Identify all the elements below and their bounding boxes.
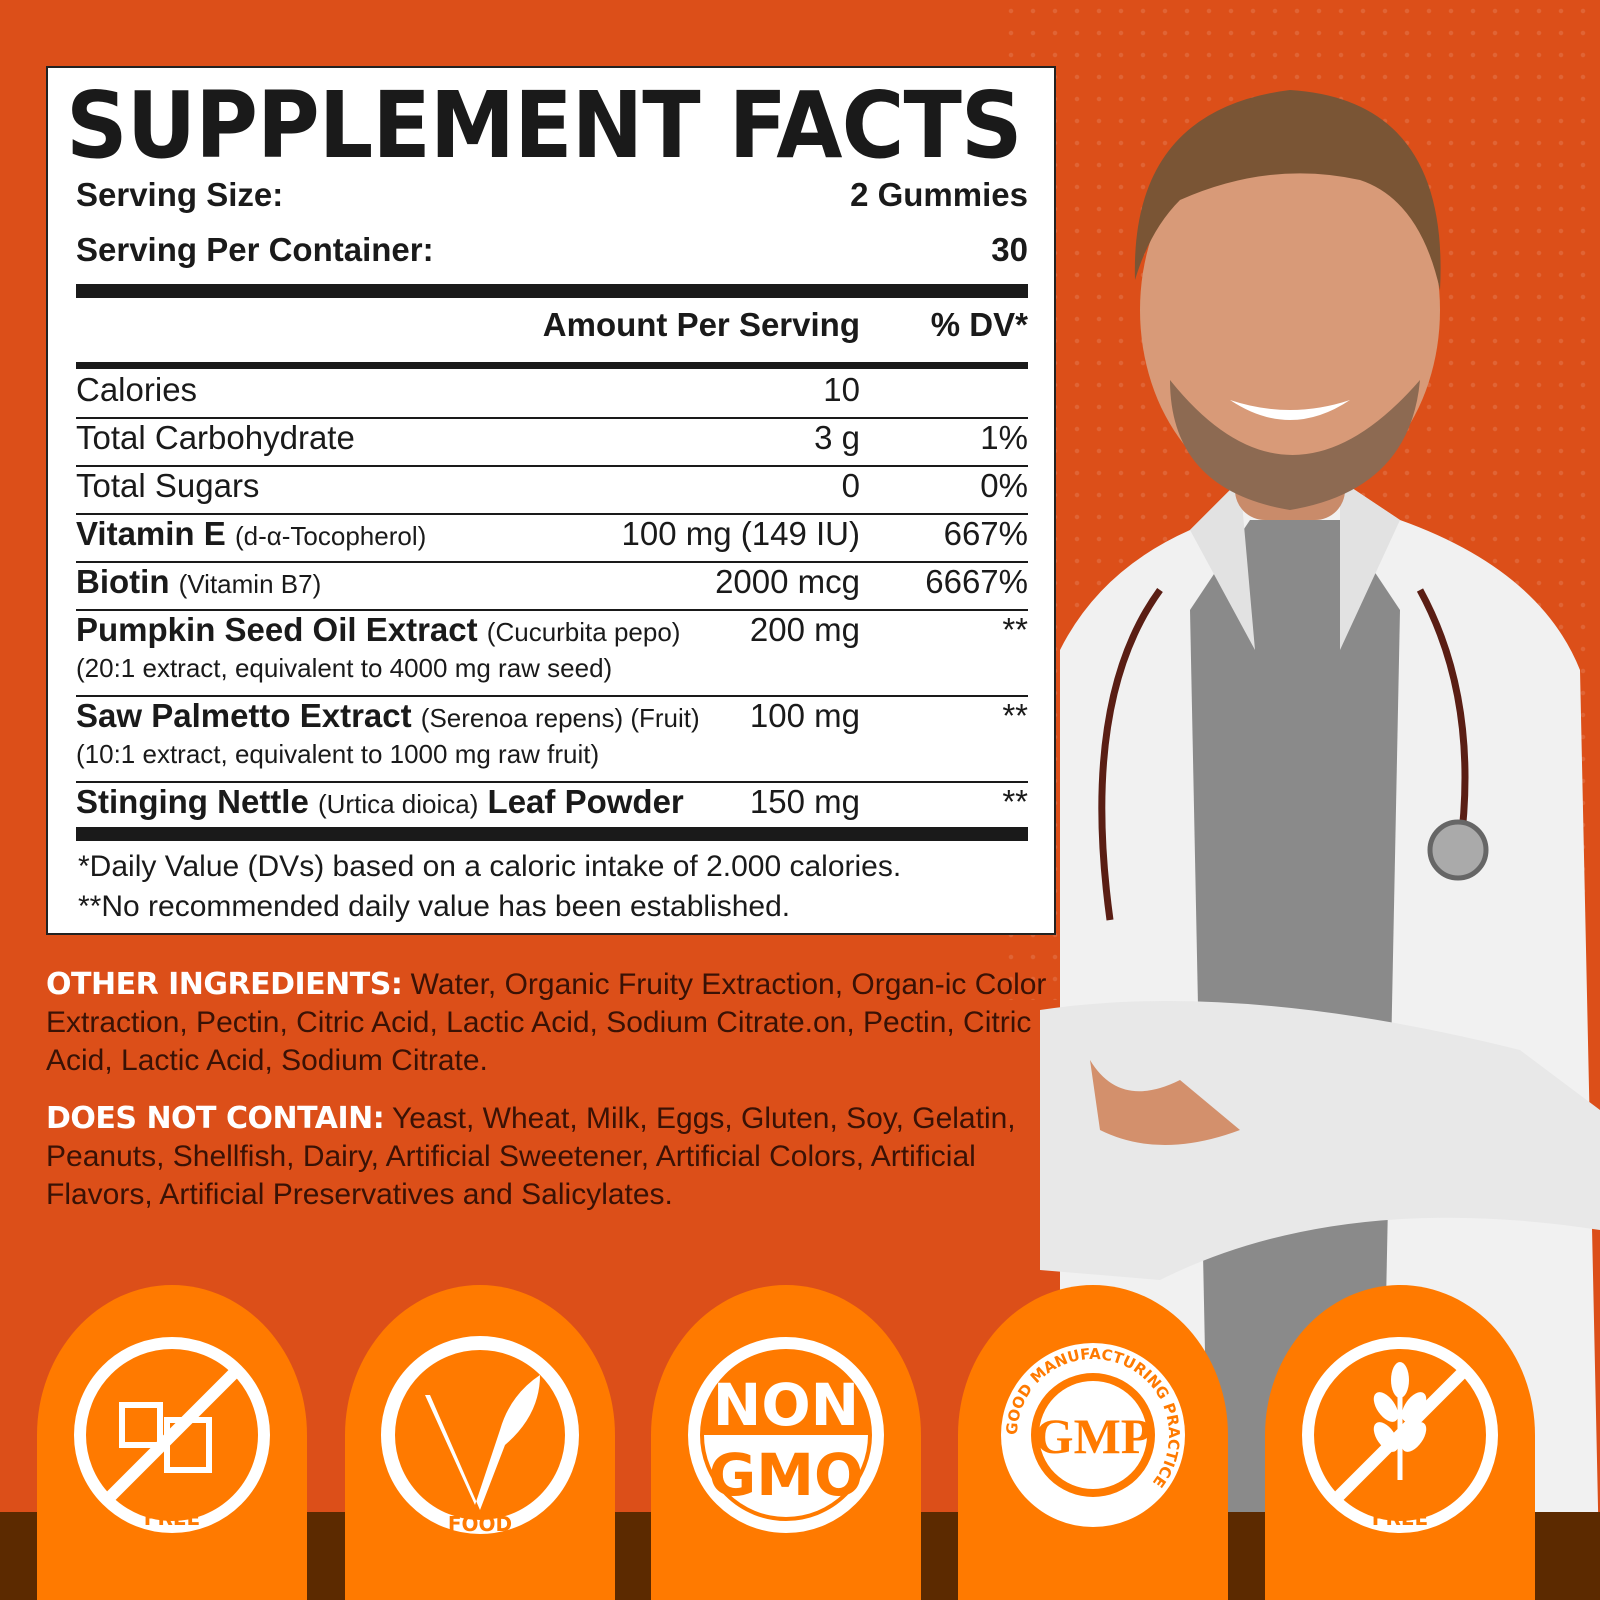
sugar-free-icon: SUGAR FREE: [74, 1337, 270, 1533]
serving-size-value: 2 Gummies: [850, 176, 1028, 213]
row-divider: [76, 695, 1028, 697]
nutrient-suffix: Leaf Powder: [487, 783, 684, 820]
nutrient-name: Pumpkin Seed Oil Extract: [76, 611, 478, 648]
badge-gluten-free: GLUTEN FREE: [1265, 1285, 1535, 1600]
nutrient-subnote: (10:1 extract, equivalent to 1000 mg raw…: [76, 739, 600, 769]
facts-row: Pumpkin Seed Oil Extract (Cucurbita pepo…: [76, 611, 1028, 697]
facts-row: Saw Palmetto Extract (Serenoa repens) (F…: [76, 697, 1028, 783]
servings-value: 30: [991, 231, 1028, 268]
nutrient-amount: 150 mg: [749, 783, 860, 820]
facts-row: Vitamin E (d-α-Tocopherol) 100 mg (149 IU…: [76, 515, 1028, 563]
food-label: FOOD: [448, 1512, 512, 1535]
sugar-label: SUGAR: [133, 1484, 211, 1508]
supplement-facts-panel: SUPPLEMENT FACTS Serving Size: 2 Gummies…: [46, 66, 1056, 935]
vegan-label: VEGAN: [441, 1356, 519, 1380]
non-label: NON: [713, 1371, 859, 1439]
nutrient-amount: 10: [823, 371, 860, 408]
facts-row: Biotin (Vitamin B7) 2000 mcg 6667%: [76, 563, 1028, 611]
nutrient-dv: 667%: [943, 515, 1028, 552]
row-divider: [76, 561, 1028, 563]
header-dv: % DV*: [930, 306, 1028, 343]
nutrient-amount: 0: [841, 467, 860, 504]
badge-vegan-food: VEGAN FOOD: [345, 1285, 615, 1600]
nutrient-note: (Urtica dioica): [318, 789, 479, 819]
gmp-label: GMP: [1035, 1408, 1152, 1464]
free-label: FREE: [144, 1506, 200, 1530]
nutrient-dv: 6667%: [925, 563, 1028, 600]
badge-sugar-free: SUGAR FREE: [37, 1285, 307, 1600]
nutrient-amount: 100 mg: [749, 697, 860, 734]
nutrient-dv: 0%: [980, 467, 1028, 504]
nutrient-amount: 100 mg (149 IU): [621, 515, 860, 552]
gmo-label: GMO: [709, 1441, 864, 1509]
nutrient-dv: **: [1002, 697, 1028, 734]
other-ingredients-label: OTHER INGREDIENTS:: [46, 967, 403, 1002]
servings-label: Serving Per Container:: [76, 231, 434, 268]
nutrient-note: (Cucurbita pepo): [486, 617, 681, 647]
footnote-no-dv: **No recommended daily value has been es…: [78, 890, 791, 923]
row-divider: [76, 609, 1028, 611]
thick-divider: [76, 284, 1028, 298]
row-divider: [76, 465, 1028, 467]
row-divider: [76, 417, 1028, 419]
nutrient-dv: 1%: [980, 419, 1028, 456]
nutrient-name: Calories: [76, 371, 198, 408]
row-divider: [76, 781, 1028, 783]
header-amount: Amount Per Serving: [542, 306, 860, 343]
nutrient-name: Total Sugars: [76, 467, 260, 504]
footnote-dv: *Daily Value (DVs) based on a caloric in…: [78, 850, 902, 883]
facts-row: Calories 10: [76, 371, 1028, 419]
nutrient-name: Total Carbohydrate: [76, 419, 355, 456]
nutrient-name: Vitamin E: [76, 515, 226, 552]
does-not-contain-text: Yeast, Wheat, Milk, Eggs, Gluten, Soy, G…: [46, 1102, 1016, 1211]
medium-divider: [76, 362, 1028, 369]
nutrient-note: (d-α-Tocopherol): [234, 521, 427, 551]
nutrient-note: (Serenoa repens) (Fruit): [420, 703, 700, 733]
nutrient-amount: 200 mg: [749, 611, 860, 648]
facts-row: Total Sugars 0 0%: [76, 467, 1028, 515]
gluten-free-label: FREE: [1372, 1506, 1428, 1530]
gluten-free-icon: GLUTEN FREE: [1302, 1337, 1498, 1533]
does-not-contain: DOES NOT CONTAIN: Yeast, Wheat, Milk, Eg…: [46, 1100, 1046, 1214]
thick-divider: [76, 827, 1028, 841]
nutrient-dv: **: [1002, 783, 1028, 820]
nutrient-amount: 3 g: [814, 419, 860, 456]
nutrient-name: Saw Palmetto Extract: [76, 697, 412, 734]
gluten-label: GLUTEN: [1356, 1484, 1445, 1508]
nutrient-amount: 2000 mcg: [715, 563, 860, 600]
badge-non-gmo: NON GMO: [651, 1285, 921, 1600]
serving-size-label: Serving Size:: [76, 176, 284, 213]
facts-row: Stinging Nettle (Urtica dioica) Leaf Pow…: [76, 783, 1028, 831]
does-not-contain-label: DOES NOT CONTAIN:: [46, 1101, 385, 1136]
nutrient-note: (Vitamin B7): [178, 569, 322, 599]
facts-row: Total Carbohydrate 3 g 1%: [76, 419, 1028, 467]
nutrient-dv: **: [1002, 611, 1028, 648]
other-ingredients-text: Water, Organic Fruity Extraction, Organ-…: [46, 968, 1047, 1077]
other-ingredients: OTHER INGREDIENTS: Water, Organic Fruity…: [46, 966, 1066, 1080]
gmp-seal-icon: GOOD MANUFACTURING PRACTICE GMP: [1001, 1343, 1185, 1527]
row-divider: [76, 513, 1028, 515]
non-gmo-icon: NON GMO: [688, 1337, 884, 1533]
nutrient-name: Stinging Nettle: [76, 783, 309, 820]
vegan-icon: VEGAN FOOD: [381, 1336, 579, 1535]
nutrient-name: Biotin: [76, 563, 170, 600]
nutrient-subnote: (20:1 extract, equivalent to 4000 mg raw…: [76, 653, 613, 683]
badge-gmp: GOOD MANUFACTURING PRACTICE GMP: [958, 1285, 1228, 1600]
facts-title: SUPPLEMENT FACTS: [66, 72, 1023, 179]
